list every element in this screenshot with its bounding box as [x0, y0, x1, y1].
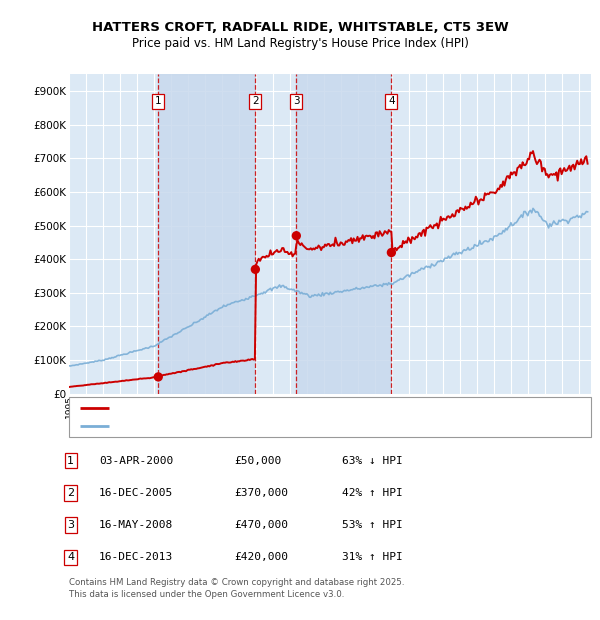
Point — [386, 247, 396, 257]
Text: £50,000: £50,000 — [234, 456, 281, 466]
Text: 4: 4 — [67, 552, 74, 562]
Point — [292, 231, 301, 241]
Text: £420,000: £420,000 — [234, 552, 288, 562]
Text: HATTERS CROFT, RADFALL RIDE, WHITSTABLE, CT5 3EW (detached house): HATTERS CROFT, RADFALL RIDE, WHITSTABLE,… — [113, 403, 476, 413]
Text: 16-DEC-2013: 16-DEC-2013 — [99, 552, 173, 562]
Text: 3: 3 — [67, 520, 74, 530]
Text: HPI: Average price, detached house, Canterbury: HPI: Average price, detached house, Cant… — [113, 421, 349, 431]
Text: 4: 4 — [388, 96, 395, 106]
Text: 2: 2 — [252, 96, 259, 106]
Point — [251, 264, 260, 274]
Point — [154, 372, 163, 382]
Text: Price paid vs. HM Land Registry's House Price Index (HPI): Price paid vs. HM Land Registry's House … — [131, 37, 469, 50]
Bar — [296, 74, 391, 394]
Text: HATTERS CROFT, RADFALL RIDE, WHITSTABLE, CT5 3EW: HATTERS CROFT, RADFALL RIDE, WHITSTABLE,… — [92, 22, 508, 34]
Text: 1: 1 — [155, 96, 161, 106]
Text: 03-APR-2000: 03-APR-2000 — [99, 456, 173, 466]
Text: Contains HM Land Registry data © Crown copyright and database right 2025.
This d: Contains HM Land Registry data © Crown c… — [69, 578, 404, 600]
Text: £370,000: £370,000 — [234, 488, 288, 498]
Text: £470,000: £470,000 — [234, 520, 288, 530]
Text: 16-DEC-2005: 16-DEC-2005 — [99, 488, 173, 498]
Text: 63% ↓ HPI: 63% ↓ HPI — [342, 456, 403, 466]
Text: 42% ↑ HPI: 42% ↑ HPI — [342, 488, 403, 498]
Text: 2: 2 — [67, 488, 74, 498]
Text: 1: 1 — [67, 456, 74, 466]
Text: 3: 3 — [293, 96, 299, 106]
Text: 31% ↑ HPI: 31% ↑ HPI — [342, 552, 403, 562]
Text: 16-MAY-2008: 16-MAY-2008 — [99, 520, 173, 530]
Text: 53% ↑ HPI: 53% ↑ HPI — [342, 520, 403, 530]
Bar — [158, 74, 256, 394]
